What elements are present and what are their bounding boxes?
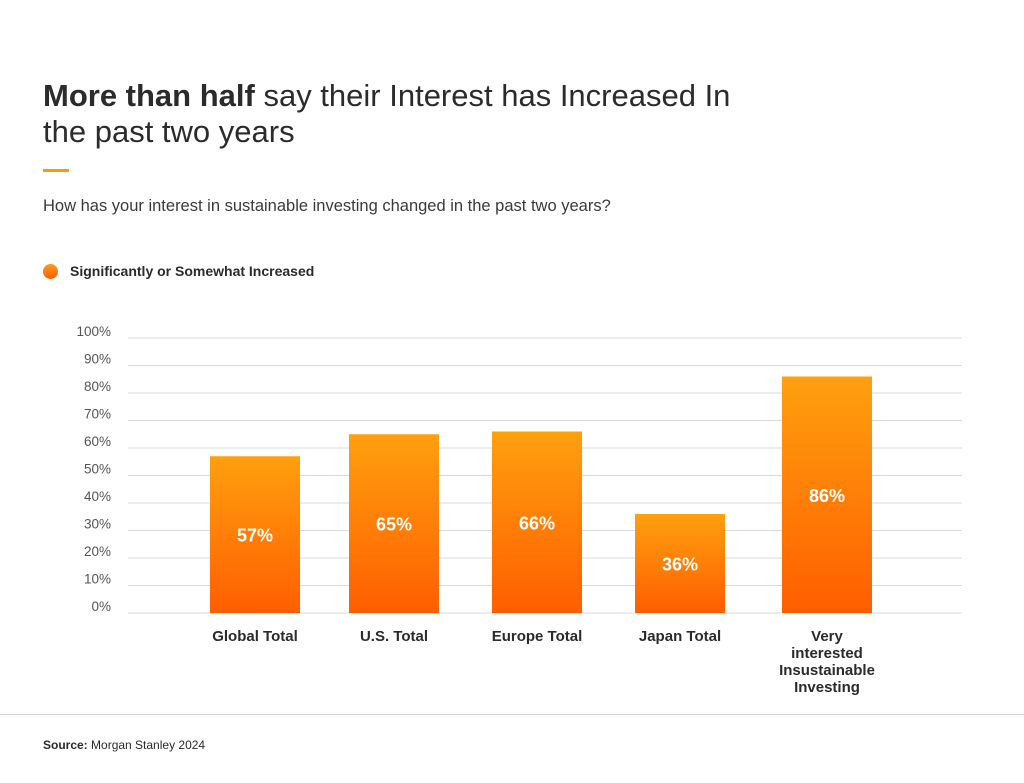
title-accent-rule	[43, 169, 69, 172]
x-tick-label: U.S. Total	[360, 628, 428, 645]
x-tick-label-line: interested	[791, 645, 863, 662]
title-rest: say their Interest has Increased In the …	[43, 78, 731, 149]
data-label: 66%	[519, 513, 555, 533]
x-tick-label-line: Investing	[794, 679, 860, 696]
data-label: 57%	[237, 526, 273, 546]
y-tick-label: 50%	[84, 462, 111, 477]
bar	[210, 456, 300, 613]
legend-label: Significantly or Somewhat Increased	[70, 263, 315, 279]
footer-divider	[0, 714, 1024, 715]
bar-layer	[210, 376, 872, 613]
y-tick-label: 60%	[84, 434, 111, 449]
y-tick-label: 40%	[84, 489, 111, 504]
x-tick-label-line: Global Total	[212, 628, 298, 645]
y-tick-label: 80%	[84, 379, 111, 394]
chart-title: More than half say their Interest has In…	[43, 78, 763, 150]
legend-marker	[43, 263, 58, 279]
x-tick-label: Japan Total	[639, 628, 721, 645]
bar	[349, 434, 439, 613]
y-tick-label: 0%	[91, 599, 111, 614]
x-tick-label-line: Europe Total	[492, 628, 583, 645]
data-label: 86%	[809, 486, 845, 506]
y-tick-label: 10%	[84, 572, 111, 587]
bar	[782, 376, 872, 613]
bar	[492, 431, 582, 613]
x-tick-label: Global Total	[212, 628, 298, 645]
legend: Significantly or Somewhat Increased	[43, 263, 314, 279]
source-text: Morgan Stanley 2024	[87, 738, 206, 752]
data-label: 65%	[376, 515, 412, 535]
x-tick-label-line: Japan Total	[639, 628, 721, 645]
x-tick-label-line: U.S. Total	[360, 628, 428, 645]
x-tick-label: Very interested Insustainable Investing	[779, 628, 875, 696]
y-tick-label: 70%	[84, 407, 111, 422]
x-tick-label-line: Very	[811, 628, 843, 645]
bar	[635, 514, 725, 613]
source-note: Source: Morgan Stanley 2024	[43, 738, 205, 752]
x-tick-label: Europe Total	[492, 628, 583, 645]
source-label: Source:	[43, 738, 88, 752]
title-bold: More than half	[43, 78, 255, 113]
chart-subtitle: How has your interest in sustainable inv…	[43, 197, 611, 215]
y-tick-label: 90%	[84, 352, 111, 367]
y-tick-label: 100%	[76, 324, 111, 339]
label-layer: 57% Global Total 65% U.S. Total 66% Europe To…	[212, 486, 875, 696]
y-tick-label: 20%	[84, 544, 111, 559]
data-label: 36%	[662, 555, 698, 575]
y-tick-label: 30%	[84, 517, 111, 532]
x-tick-label-line: Insustainable	[779, 662, 875, 679]
